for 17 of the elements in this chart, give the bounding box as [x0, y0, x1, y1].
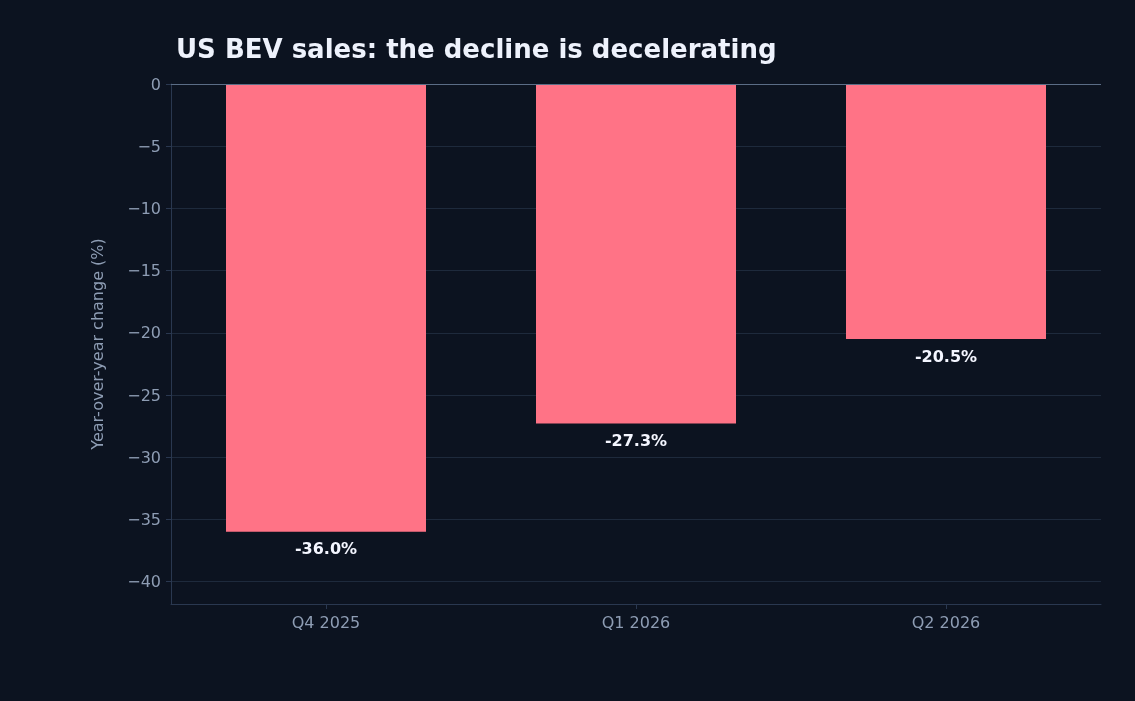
y-tick-label: −15 [127, 261, 161, 281]
y-axis-title: Year-over-year change (%) [87, 238, 107, 451]
y-tick-label: −40 [127, 572, 161, 592]
chart-title: US BEV sales: the decline is decelerating [176, 34, 777, 64]
data-label: -27.3% [604, 431, 668, 451]
x-tick-label: Q1 2026 [601, 612, 671, 632]
y-tick-label: −30 [127, 447, 161, 467]
y-tick-label: −20 [127, 323, 161, 343]
data-label: -20.5% [914, 346, 978, 366]
y-tick-label: 0 [150, 74, 161, 94]
y-tick-label: −25 [127, 385, 161, 405]
x-tick-label: Q4 2025 [291, 612, 361, 632]
y-tick-label: −35 [127, 509, 161, 529]
y-tick-label: −5 [137, 136, 161, 156]
data-label: -36.0% [294, 539, 358, 559]
y-tick-label: −10 [127, 198, 161, 218]
x-tick-label: Q2 2026 [911, 612, 981, 632]
